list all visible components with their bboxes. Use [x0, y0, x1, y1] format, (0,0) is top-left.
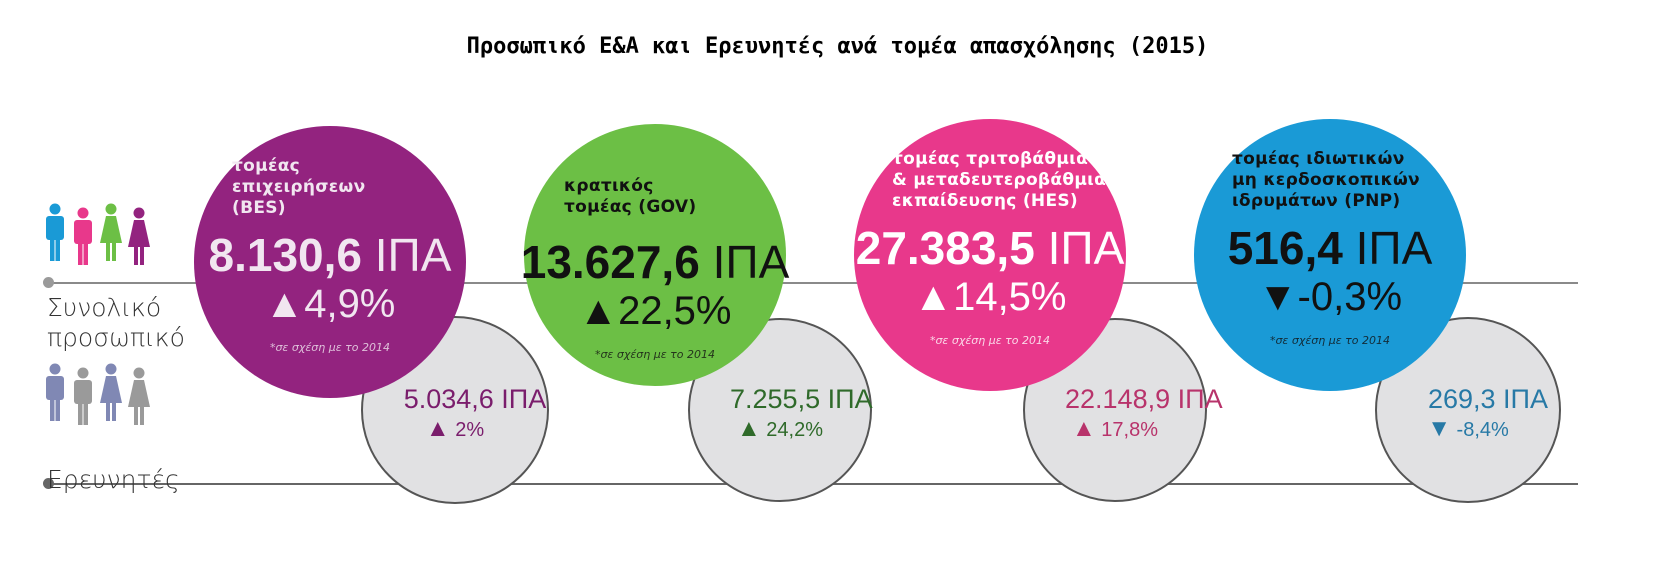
- total-value: 8.130,6 ΙΠΑ: [208, 229, 452, 281]
- comparison-note: *σε σχέση με το 2014: [929, 334, 1051, 347]
- total-staff-label-line2: προσωπικό: [47, 323, 185, 352]
- person-male-icon: [74, 367, 92, 425]
- sector-name-line: εκπαίδευσης (HES): [892, 191, 1078, 211]
- sector-name-line: μη κερδοσκοπικών: [1232, 170, 1420, 190]
- total-change: ▲22,5%: [578, 289, 732, 333]
- total-staff-label: Συνολικό προσωπικό: [47, 293, 185, 353]
- total-staff-people-icons: [46, 203, 150, 265]
- sector-name-line: κρατικός: [564, 176, 654, 196]
- researchers-change: ▲ 17,8%: [1071, 415, 1159, 442]
- sector-name-line: & μεταδευτεροβάθμιας: [892, 170, 1117, 190]
- researchers-value: 5.034,6 ΙΠΑ: [403, 384, 547, 414]
- sector-name: τομέας ιδιωτικών μη κερδοσκοπικών ιδρυμάτω…: [1232, 149, 1420, 212]
- person-male-icon: [74, 207, 92, 265]
- total-value: 27.383,5 ΙΠΑ: [855, 222, 1125, 274]
- total-staff-circle-bes: τομέας επιχειρήσεων (BES) 8.130,6 ΙΠΑ ▲4,9…: [194, 126, 466, 398]
- sector-name-line: τομέας ιδιωτικών: [1232, 149, 1405, 169]
- sector-name-line: τομέας: [232, 156, 301, 176]
- researchers-people-icons: [46, 363, 150, 425]
- total-change: ▼-0,3%: [1257, 275, 1403, 319]
- person-male-icon: [46, 363, 64, 421]
- total-staff-label-line1: Συνολικό: [47, 293, 162, 322]
- triangle-up-icon: ▲: [1071, 415, 1096, 442]
- person-female-icon: [100, 203, 122, 261]
- comparison-note: *σε σχέση με το 2014: [594, 348, 716, 361]
- total-change: ▲14,5%: [913, 275, 1067, 319]
- sector-name: κρατικός τομέας (GOV): [564, 176, 696, 218]
- triangle-up-icon: ▲: [425, 415, 450, 442]
- sector-name: τομέας τριτοβάθμιας & μεταδευτεροβάθμιας ε…: [892, 149, 1116, 212]
- researchers-change: ▲ 2%: [425, 415, 485, 442]
- comparison-note: *σε σχέση με το 2014: [269, 341, 391, 354]
- researchers-label: Ερευνητές: [47, 465, 180, 494]
- total-staff-circle-pnp: τομέας ιδιωτικών μη κερδοσκοπικών ιδρυμάτω…: [1194, 119, 1466, 391]
- total-staff-circle-hes: τομέας τριτοβάθμιας & μεταδευτεροβάθμιας ε…: [854, 119, 1126, 391]
- sector-name: τομέας επιχειρήσεων (BES): [232, 156, 366, 219]
- sector-name-line: τομέας τριτοβάθμιας: [892, 149, 1099, 169]
- person-female-icon: [100, 363, 122, 421]
- person-female-icon: [128, 367, 150, 425]
- person-female-icon: [128, 207, 150, 265]
- researchers-change: ▼ -8,4%: [1427, 415, 1509, 442]
- researchers-value: 269,3 ΙΠΑ: [1427, 384, 1549, 414]
- total-value: 13.627,6 ΙΠΑ: [520, 236, 790, 288]
- triangle-up-icon: ▲: [913, 275, 954, 319]
- total-value: 516,4 ΙΠΑ: [1227, 222, 1433, 274]
- total-staff-line: [48, 282, 1578, 284]
- triangle-down-icon: ▼: [1257, 275, 1298, 319]
- researchers-dot: [43, 478, 54, 489]
- sector-name-line: (BES): [232, 198, 286, 218]
- comparison-note: *σε σχέση με το 2014: [1269, 334, 1391, 347]
- total-change: ▲4,9%: [264, 282, 396, 326]
- researchers-value: 22.148,9 ΙΠΑ: [1065, 384, 1223, 414]
- sector-name-line: τομέας (GOV): [564, 197, 697, 217]
- researchers-change: ▲ 24,2%: [736, 415, 824, 442]
- page-title: Προσωπικό Ε&Α και Ερευνητές ανά τομέα απ…: [466, 34, 1209, 59]
- triangle-up-icon: ▲: [578, 289, 619, 333]
- total-staff-circle-gov: κρατικός τομέας (GOV) 13.627,6 ΙΠΑ ▲22,5%…: [521, 124, 789, 386]
- total-staff-dot: [43, 277, 54, 288]
- sector-name-line: ιδρυμάτων (PNP): [1232, 191, 1401, 211]
- sector-name-line: επιχειρήσεων: [232, 177, 366, 197]
- researchers-value: 7.255,5 ΙΠΑ: [730, 384, 873, 414]
- triangle-down-icon: ▼: [1427, 415, 1451, 442]
- person-male-icon: [46, 203, 64, 261]
- triangle-up-icon: ▲: [264, 282, 305, 326]
- triangle-up-icon: ▲: [736, 415, 761, 442]
